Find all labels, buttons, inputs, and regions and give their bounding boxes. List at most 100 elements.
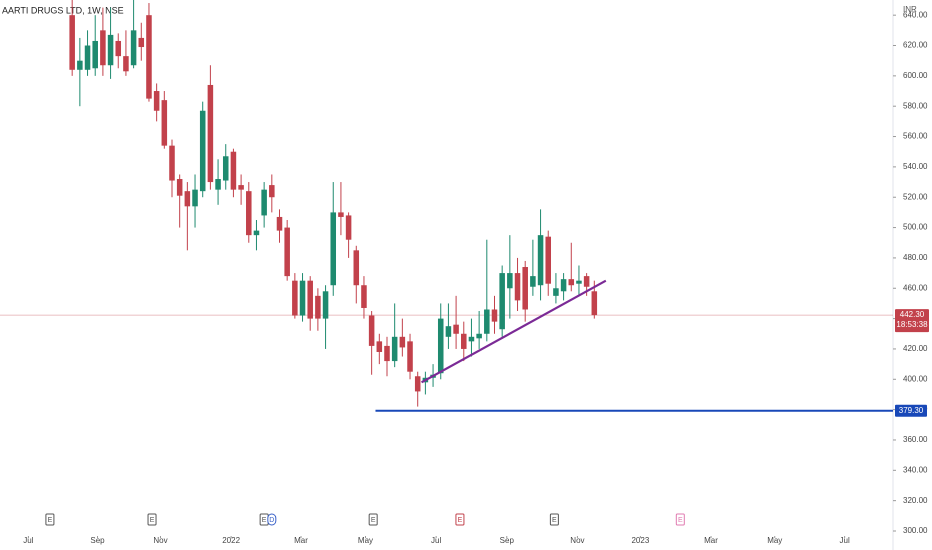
candle-body <box>322 291 329 319</box>
event-label: D <box>269 517 274 524</box>
candle-body <box>107 34 114 66</box>
y-tick-label: 640.00 <box>903 10 928 19</box>
candle-body <box>307 280 313 319</box>
candle-body <box>222 156 229 181</box>
y-tick-label: 560.00 <box>903 132 928 141</box>
candle-body <box>69 15 75 70</box>
x-tick-label: Sep <box>500 536 515 545</box>
candle-body <box>123 56 129 72</box>
event-marker <box>455 513 465 526</box>
candle-body <box>437 318 444 374</box>
candle-body <box>553 288 559 296</box>
candle-body <box>292 280 298 316</box>
y-tick-label: 340.00 <box>903 465 928 474</box>
candle-body <box>184 191 191 207</box>
candle-body <box>399 336 406 348</box>
candle-body <box>77 60 83 70</box>
candle-body <box>92 40 98 69</box>
x-tick-label: 2023 <box>631 536 649 545</box>
x-tick-label: Jul <box>23 536 33 545</box>
candle-body <box>453 324 459 334</box>
candle-body <box>576 280 582 284</box>
candle-body <box>384 345 390 362</box>
candle-body <box>276 216 283 231</box>
candle-body <box>522 267 528 310</box>
candle-body <box>391 336 398 362</box>
candle-body <box>238 185 244 190</box>
candle-body <box>176 179 183 196</box>
candle-body <box>560 279 567 292</box>
event-label: E <box>48 517 53 524</box>
candle-body <box>591 291 598 316</box>
y-tick-label: 600.00 <box>903 71 928 80</box>
candle-body <box>161 100 168 146</box>
trendline <box>421 279 607 384</box>
last-price-box <box>895 309 929 333</box>
y-tick-label: 580.00 <box>903 101 928 110</box>
y-tick-label: 520.00 <box>903 192 928 201</box>
chart-title: AARTI DRUGS LTD, 1W, NSE <box>2 5 124 15</box>
candle-body <box>215 179 221 190</box>
y-tick-label: 460.00 <box>903 283 928 292</box>
x-tick-label: Mar <box>704 536 718 545</box>
candle-body <box>368 315 375 346</box>
candle-body <box>491 309 498 322</box>
currency-label: INR <box>903 5 917 14</box>
candle-body <box>230 151 237 190</box>
candle-body <box>153 91 160 111</box>
y-tick-label: 300.00 <box>903 526 928 535</box>
x-tick-label: May <box>358 536 373 545</box>
candle-body <box>138 37 145 48</box>
x-tick-label: Sep <box>90 536 105 545</box>
candle-body <box>461 333 467 349</box>
candle-body <box>207 84 214 183</box>
candle-body <box>545 236 552 284</box>
candle-body <box>169 145 175 181</box>
candle-body <box>530 276 536 287</box>
event-marker <box>45 513 55 526</box>
y-tick-label: 480.00 <box>903 253 928 262</box>
x-tick-label: 2022 <box>222 536 240 545</box>
support-price-box <box>895 404 927 417</box>
y-tick-label: 400.00 <box>903 374 928 383</box>
candle-body <box>537 235 544 286</box>
candle-body <box>507 273 513 289</box>
candle-body <box>514 273 521 301</box>
x-tick-label: Jul <box>840 536 850 545</box>
x-tick-label: Mar <box>294 536 308 545</box>
candle-body <box>115 40 122 57</box>
candle-body <box>361 285 367 308</box>
y-tick-label: 360.00 <box>903 435 928 444</box>
candle-body <box>568 279 575 286</box>
candle-body <box>499 273 505 330</box>
candle-body <box>445 326 452 337</box>
x-tick-label: May <box>767 536 782 545</box>
event-label: E <box>678 517 683 524</box>
candle-body <box>199 110 206 192</box>
event-marker <box>675 513 685 526</box>
event-marker <box>549 513 559 526</box>
event-marker <box>368 513 378 526</box>
event-label: E <box>458 517 463 524</box>
candle-body <box>353 250 360 286</box>
candle-body <box>192 189 198 207</box>
candle-body <box>330 212 337 286</box>
x-tick-label: Nov <box>570 536 584 545</box>
countdown-label: 18:53:38 <box>896 320 928 329</box>
event-marker <box>147 513 157 526</box>
candle-body <box>299 280 306 316</box>
candle-body <box>345 215 352 240</box>
candle-body <box>315 295 321 319</box>
candle-body <box>261 189 267 216</box>
candle-body <box>253 230 260 236</box>
candle-body <box>269 185 275 198</box>
candle-body <box>468 336 475 342</box>
candle-body <box>376 341 383 352</box>
candle-body <box>100 30 106 66</box>
candle-body <box>146 15 152 99</box>
y-tick-label: 500.00 <box>903 223 928 232</box>
candle-body <box>338 212 344 217</box>
